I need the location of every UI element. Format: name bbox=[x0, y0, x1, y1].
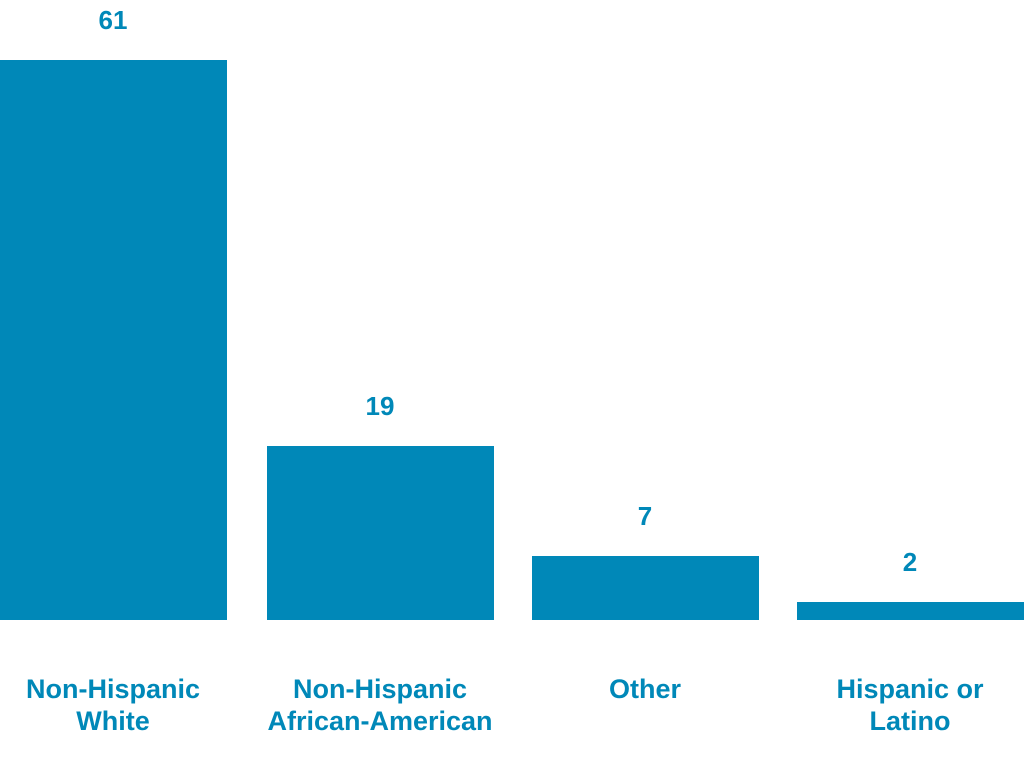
category-label: Non-Hispanic African-American bbox=[267, 674, 493, 736]
bar bbox=[0, 60, 227, 620]
category-label: Hispanic or Latino bbox=[836, 674, 984, 736]
value-label: 61 bbox=[98, 5, 128, 35]
bar bbox=[797, 601, 1024, 620]
value-label: 19 bbox=[365, 390, 395, 421]
category-label: Non-Hispanic White bbox=[25, 674, 200, 736]
bar bbox=[532, 555, 759, 620]
bar bbox=[267, 445, 494, 620]
value-label: 7 bbox=[637, 500, 653, 531]
value-label: 2 bbox=[902, 546, 918, 577]
category-label: Other bbox=[608, 674, 681, 704]
